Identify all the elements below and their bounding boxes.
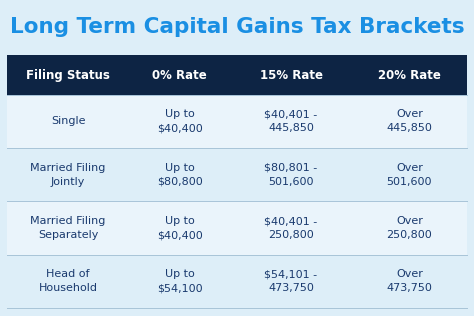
Text: $80,801 -
501,600: $80,801 - 501,600 [264, 163, 318, 187]
Text: Up to
$80,800: Up to $80,800 [156, 163, 202, 187]
Bar [7, 202, 467, 255]
Text: Over
473,750: Over 473,750 [386, 270, 432, 294]
Text: 0% Rate: 0% Rate [152, 69, 207, 82]
Bar [7, 148, 467, 202]
Text: 15% Rate: 15% Rate [260, 69, 322, 82]
Text: Over
250,800: Over 250,800 [386, 216, 432, 240]
Text: $54,101 -
473,750: $54,101 - 473,750 [264, 270, 318, 294]
Bar [7, 55, 467, 95]
Text: Up to
$40,400: Up to $40,400 [156, 109, 202, 133]
Text: Up to
$54,100: Up to $54,100 [157, 270, 202, 294]
Text: Over
445,850: Over 445,850 [386, 109, 432, 133]
Text: Head of
Household: Head of Household [38, 270, 98, 294]
Text: 20% Rate: 20% Rate [378, 69, 441, 82]
Bar [7, 95, 467, 148]
Bar [7, 255, 467, 308]
Text: Long Term Capital Gains Tax Brackets: Long Term Capital Gains Tax Brackets [9, 17, 465, 37]
Text: Over
501,600: Over 501,600 [387, 163, 432, 187]
Text: Married Filing
Jointly: Married Filing Jointly [30, 163, 106, 187]
Text: Filing Status: Filing Status [26, 69, 110, 82]
Text: Married Filing
Separately: Married Filing Separately [30, 216, 106, 240]
Text: Up to
$40,400: Up to $40,400 [156, 216, 202, 240]
Text: Single: Single [51, 117, 85, 126]
Text: $40,401 -
445,850: $40,401 - 445,850 [264, 109, 318, 133]
Text: $40,401 -
250,800: $40,401 - 250,800 [264, 216, 318, 240]
